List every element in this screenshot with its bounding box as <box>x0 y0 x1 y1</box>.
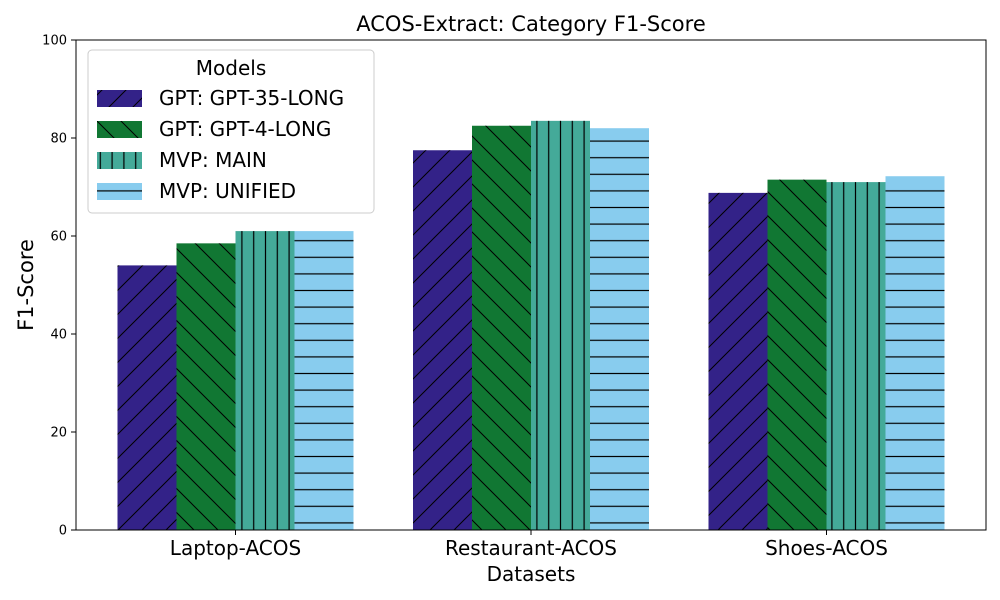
bar-hatch <box>708 192 768 530</box>
legend-swatch-hatch <box>97 152 142 169</box>
legend: Models GPT: GPT-35-LONG GPT: GPT-4-LONG MV… <box>87 49 375 214</box>
legend-swatch-hatch <box>97 90 142 107</box>
legend-label: MVP: UNIFIED <box>159 179 296 203</box>
bar-hatch <box>472 125 531 530</box>
bar-hatch <box>176 243 236 530</box>
x-axis-ticks: Laptop-ACOS Restaurant-ACOS Shoes-ACOS <box>170 530 888 560</box>
legend-swatch-hatch <box>97 121 142 138</box>
bars-group <box>117 120 945 530</box>
legend-label: GPT: GPT-4-LONG <box>159 117 331 141</box>
x-tick-label: Laptop-ACOS <box>170 536 301 560</box>
plot-frame <box>75 39 987 531</box>
legend-items: GPT: GPT-35-LONG GPT: GPT-4-LONG MVP: MAIN… <box>97 86 344 203</box>
bar-hatch <box>767 179 827 530</box>
bar-hatch <box>590 128 649 530</box>
legend-label: MVP: MAIN <box>159 148 267 172</box>
chart-title: ACOS-Extract: Category F1-Score <box>356 12 706 36</box>
y-tick-label: 80 <box>50 132 67 147</box>
legend-swatch-hatch <box>97 183 142 200</box>
x-tick-label: Restaurant-ACOS <box>445 536 617 560</box>
y-axis-label: F1-Score <box>14 239 38 331</box>
bar-hatch <box>885 176 945 530</box>
bar-hatch <box>235 231 295 530</box>
y-axis-ticks: 0 20 40 60 80 100 <box>42 34 76 539</box>
x-tick-label: Shoes-ACOS <box>765 536 888 560</box>
legend-title: Models <box>196 56 266 80</box>
bar-hatch <box>117 265 177 530</box>
y-tick-label: 100 <box>42 34 67 49</box>
bar-hatch <box>826 182 886 530</box>
bar-hatch <box>294 231 354 530</box>
y-tick-label: 20 <box>50 426 67 441</box>
legend-frame <box>87 49 375 214</box>
x-axis-label: Datasets <box>487 562 576 586</box>
legend-label: GPT: GPT-35-LONG <box>159 86 344 110</box>
y-tick-label: 0 <box>59 524 67 539</box>
bar-hatch <box>531 120 590 530</box>
y-tick-label: 40 <box>50 328 67 343</box>
y-tick-label: 60 <box>50 230 67 245</box>
bar-hatch <box>413 150 472 530</box>
